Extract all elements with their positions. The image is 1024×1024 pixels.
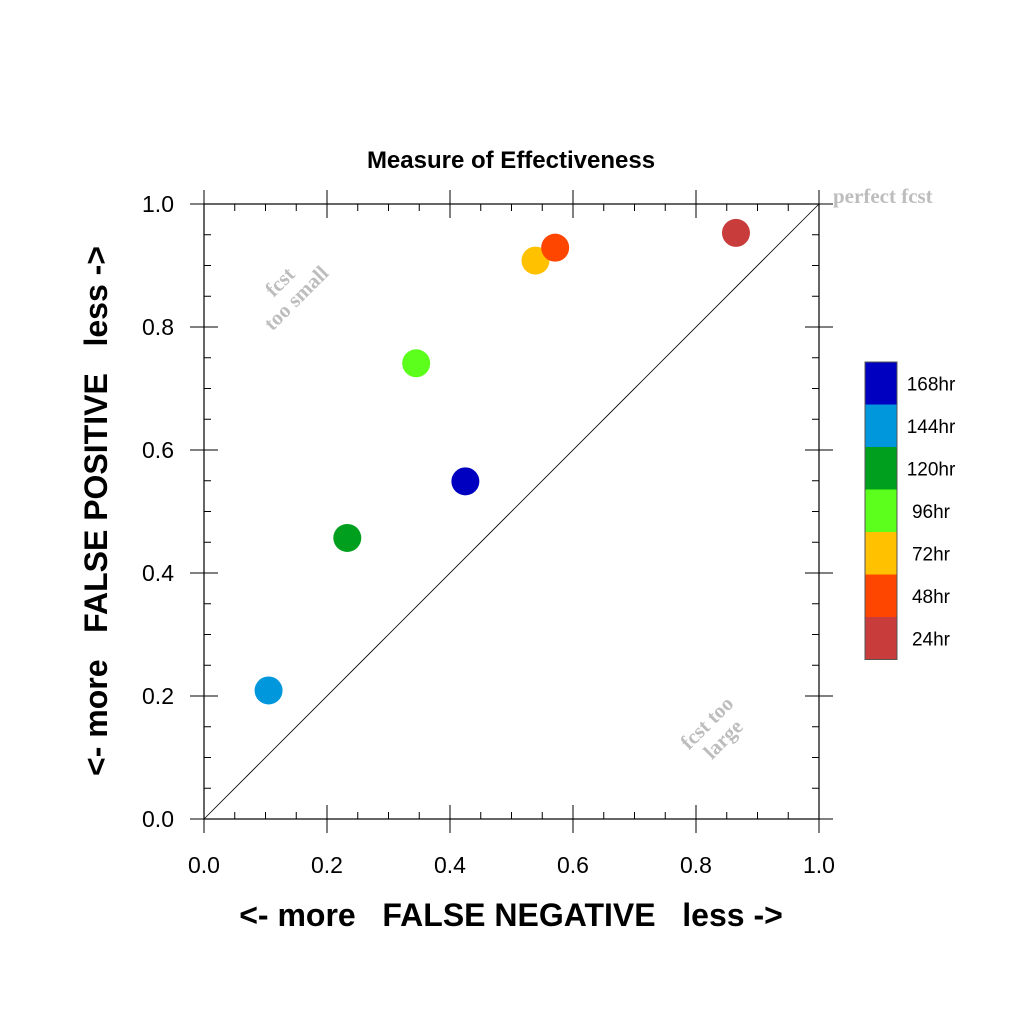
y-tick-label: 0.6 (142, 437, 174, 463)
legend-swatch-144hr (865, 404, 897, 447)
x-tick-labels: 0.0 0.2 0.4 0.6 0.8 1.0 (188, 852, 835, 878)
y-tick-labels: 0.0 0.2 0.4 0.6 0.8 1.0 (142, 191, 174, 832)
x-tick-label: 0.0 (188, 852, 220, 878)
x-tick-label: 0.2 (311, 852, 343, 878)
annotation-perfect-fcst: perfect fcst (833, 184, 933, 208)
y-tick-label: 1.0 (142, 191, 174, 217)
legend-swatch-120hr (865, 447, 897, 490)
legend-label-72hr: 72hr (912, 544, 951, 565)
point-120hr (333, 523, 362, 552)
y-tick-label: 0.0 (142, 806, 174, 832)
legend-label-120hr: 120hr (907, 459, 956, 480)
y-axis-title: <- more FALSE POSITIVE less -> (78, 246, 114, 776)
data-points (254, 218, 750, 705)
y-tick-label: 0.2 (142, 683, 174, 709)
legend-swatch-48hr (865, 574, 897, 617)
legend-swatch-96hr (865, 489, 897, 532)
point-144hr (254, 676, 283, 705)
plot-area: 0.0 0.2 0.4 0.6 0.8 1.0 0.0 0.2 0.4 0.6 0.8 1.0 (142, 190, 835, 878)
legend-swatch-24hr (865, 617, 897, 660)
chart-title: Measure of Effectiveness (367, 147, 655, 174)
x-tick-label: 0.8 (680, 852, 712, 878)
x-tick-label: 1.0 (803, 852, 835, 878)
y-tick-label: 0.8 (142, 314, 174, 340)
point-24hr (721, 218, 750, 247)
y-tick-label: 0.4 (142, 560, 174, 586)
axis-ticks (190, 190, 833, 833)
legend-label-96hr: 96hr (912, 502, 951, 523)
perfect-forecast-diagonal (203, 203, 820, 820)
x-axis-title: <- more FALSE NEGATIVE less -> (239, 897, 783, 933)
legend: 168hr 144hr 120hr 96hr 72hr 48hr 24hr (864, 361, 956, 660)
x-tick-label: 0.4 (434, 852, 466, 878)
legend-label-24hr: 24hr (912, 629, 951, 650)
legend-label-168hr: 168hr (907, 374, 956, 395)
point-168hr (451, 467, 480, 496)
legend-label-144hr: 144hr (907, 417, 956, 438)
x-tick-label: 0.6 (557, 852, 589, 878)
legend-label-48hr: 48hr (912, 587, 951, 608)
point-96hr (402, 349, 431, 378)
point-48hr (541, 233, 570, 262)
legend-frame (864, 361, 898, 660)
legend-swatch-168hr (865, 362, 897, 405)
legend-swatch-72hr (865, 532, 897, 575)
